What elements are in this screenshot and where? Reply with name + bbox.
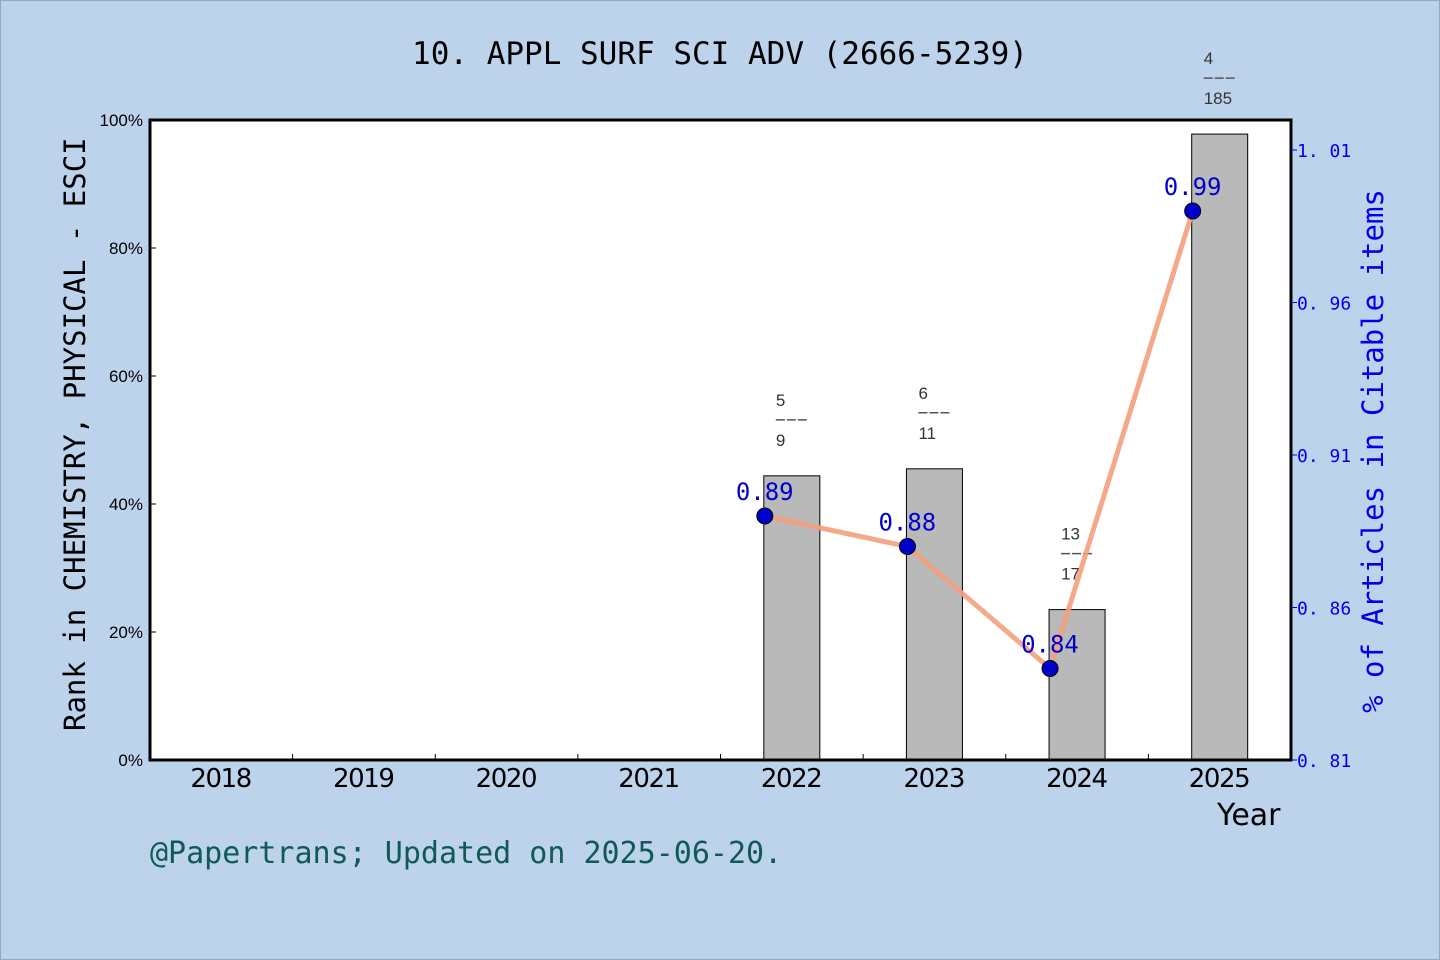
data-point-2023: [898, 538, 916, 555]
footer-credit: @Papertrans; Updated on 2025-06-20.: [150, 836, 783, 871]
x-axis-label: Year: [1217, 798, 1281, 833]
line-value-label: 0.88: [878, 509, 936, 537]
right-tick-label: 0. 96: [1297, 294, 1351, 315]
data-point-2025: [1184, 202, 1202, 220]
bar-label-rank: 4: [1204, 49, 1213, 68]
bar-label-rank: 6: [918, 384, 927, 403]
bar-label-rank: 5: [776, 391, 785, 410]
line-value-label: 0.84: [1021, 631, 1079, 659]
line-value-label: 0.89: [736, 478, 794, 506]
right-tick-label: 0. 81: [1297, 751, 1351, 772]
left-tick-label: 0%: [118, 751, 143, 770]
left-tick-label: 60%: [109, 367, 143, 386]
bar-label-total: 11: [918, 424, 936, 443]
x-tick-label: 2023: [903, 764, 965, 794]
left-axis-label: Rank in CHEMISTRY, PHYSICAL - ESCI: [58, 137, 92, 731]
bar-label-total: 17: [1061, 565, 1080, 584]
left-tick-label: 100%: [100, 111, 143, 130]
data-point-2022: [756, 507, 774, 525]
x-tick-label: 2019: [333, 764, 395, 794]
line-series: [764, 210, 1196, 673]
bar-label-total: 9: [776, 431, 785, 450]
bar-2025: [1191, 133, 1249, 761]
bar-label-rank: 13: [1061, 525, 1080, 544]
right-tick-label: 0. 86: [1297, 599, 1351, 620]
x-tick-label: 2022: [761, 764, 823, 794]
x-tick-label: 2020: [476, 764, 538, 794]
left-tick-label: 80%: [109, 239, 143, 258]
x-tick-label: 2025: [1189, 764, 1251, 794]
x-tick-label: 2021: [618, 764, 680, 794]
left-tick-label: 40%: [109, 495, 143, 514]
x-tick-label: 2018: [190, 764, 252, 794]
right-tick-label: 1. 01: [1297, 141, 1351, 162]
x-tick-label: 2024: [1046, 764, 1108, 794]
line-value-label: 0.99: [1164, 173, 1222, 201]
left-tick-label: 20%: [109, 623, 143, 642]
chart-title: 10. APPL SURF SCI ADV (2666-5239): [412, 36, 1028, 72]
right-axis-label: % of Articles in Citable items: [1356, 189, 1390, 713]
bar-label-total: 185: [1204, 89, 1232, 108]
data-point-2024: [1041, 660, 1059, 677]
right-tick-label: 0. 91: [1297, 446, 1351, 467]
